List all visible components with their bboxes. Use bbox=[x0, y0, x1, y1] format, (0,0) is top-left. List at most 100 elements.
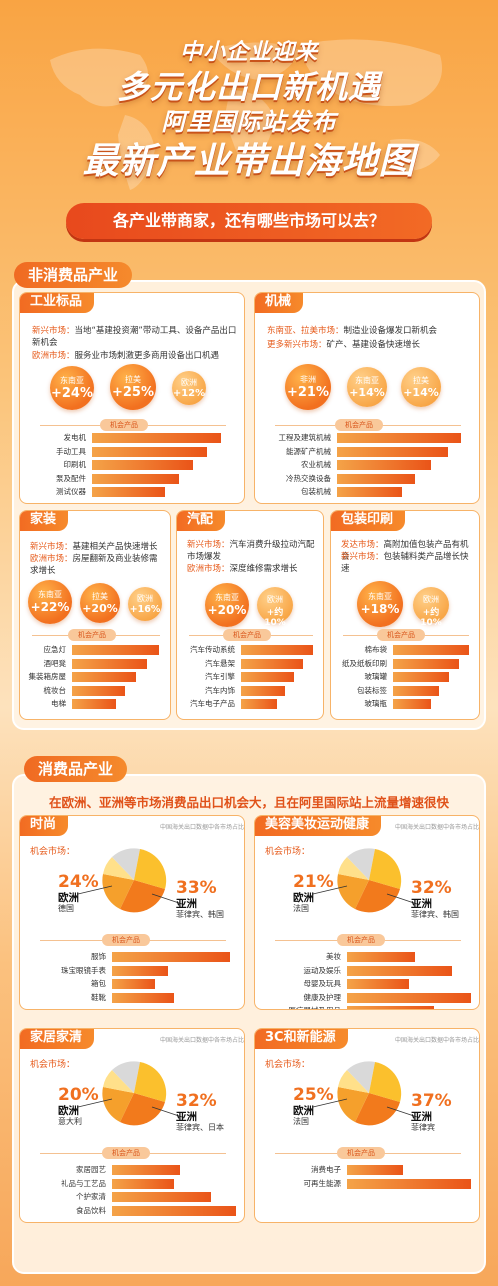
europe-share: 20% bbox=[58, 1085, 99, 1105]
bar-fill bbox=[112, 965, 168, 976]
asia-share: 37% bbox=[411, 1091, 452, 1111]
card-note: 新兴市场：当地“基建投资潮”带动工具、设备产品出口新机会 bbox=[32, 326, 237, 348]
bar-row: 纸及纸板印刷 bbox=[342, 658, 473, 669]
bar-list: 应急灯 酒吧凳 集装箱房屋 梳妆台 电梯 bbox=[29, 645, 164, 715]
section-tag-consumer: 消费品产业 bbox=[24, 756, 128, 782]
bar-row: 电梯 bbox=[51, 699, 164, 709]
growth-bubble: 拉美 +20% bbox=[80, 583, 120, 623]
bar-fill bbox=[112, 1192, 212, 1202]
europe-country: 法国 bbox=[293, 1117, 309, 1126]
bar-fill bbox=[92, 460, 193, 470]
opportunity-tag: 机会产品 bbox=[223, 629, 271, 641]
source-note: 中国海关出口数据中各市场占比 bbox=[395, 1037, 480, 1044]
bar-list: 服饰 珠宝眼镜手表 箱包 鞋靴 bbox=[61, 952, 236, 1008]
bar-label: 手动工具 bbox=[56, 446, 86, 456]
bar-row: 手动工具 bbox=[56, 446, 232, 457]
hero-line-2: 多元化出口新机遇 bbox=[116, 68, 381, 106]
bar-row: 运动及娱乐 bbox=[304, 965, 471, 976]
card-title: 3C和新能源 bbox=[255, 1029, 348, 1049]
bar-row: 食品饮料 bbox=[76, 1205, 236, 1216]
card-auto-parts: 汽配 新兴市场：汽车消费升级拉动汽配市场爆发 欧洲市场：深度维修需求增长 东南亚… bbox=[176, 510, 324, 720]
bar-fill bbox=[347, 992, 471, 1003]
bar-list: 消费电子 可再生能源 bbox=[304, 1165, 471, 1221]
hero-line-4: 最新产业带出海地图 bbox=[82, 141, 416, 182]
asia-share: 33% bbox=[176, 878, 217, 898]
card-note: 新兴市场：基建相关产品快速增长 bbox=[30, 542, 158, 552]
bar-fill bbox=[347, 1165, 403, 1175]
bar-row: 汽车内饰 bbox=[205, 685, 317, 696]
bar-label: 家居园艺 bbox=[76, 1165, 106, 1174]
hero-banner: 中小企业迎来 多元化出口新机遇 阿里国际站发布 最新产业带出海地图 各产业带商家… bbox=[0, 0, 498, 250]
europe-share: 21% bbox=[293, 872, 334, 892]
card-title: 家装 bbox=[20, 511, 69, 531]
bar-list: 棉布袋 纸及纸板印刷 玻璃罐 包装标签 玻璃瓶 bbox=[342, 645, 473, 715]
world-map-graphic bbox=[50, 39, 442, 190]
bar-fill bbox=[241, 699, 278, 709]
pie-slice-asia bbox=[120, 1093, 165, 1126]
bar-row: 集装箱房屋 bbox=[29, 672, 164, 682]
bar-row: 箱包 bbox=[91, 979, 236, 989]
asia-country: 菲律宾、韩国 bbox=[411, 910, 459, 919]
card-note: 东南亚、拉美市场：制造业设备爆发口新机会 bbox=[267, 326, 438, 336]
bar-list: 美妆运动及娱乐母婴及玩具健康及护理医疗器械及用品 bbox=[289, 952, 471, 1009]
bar-row: 汽车悬架 bbox=[205, 658, 317, 669]
bar-fill bbox=[72, 658, 148, 669]
bar-fill bbox=[72, 645, 160, 655]
bar-label: 医疗器械及用品 bbox=[289, 1006, 342, 1009]
pie-slice-grey bbox=[347, 1061, 375, 1093]
bar-fill bbox=[112, 992, 174, 1003]
bar-fill bbox=[393, 685, 440, 696]
bar-label: 汽车电子产品 bbox=[190, 699, 235, 708]
bar-fill bbox=[72, 685, 126, 696]
growth-bubble: 欧洲 +约10% bbox=[413, 587, 449, 628]
card-note: 欧洲市场：服务业市场刺激更多商用设备出口机遇 bbox=[32, 351, 220, 361]
bar-label: 汽车内饰 bbox=[205, 685, 235, 695]
pie-slice-yellow bbox=[134, 1062, 167, 1102]
card-note: 更多新兴市场：矿产、基建设备快速增长 bbox=[267, 340, 421, 350]
europe-label: 欧洲 bbox=[58, 1105, 79, 1117]
bar-row: 玻璃瓶 bbox=[365, 699, 473, 709]
market-pie-chart bbox=[102, 1061, 167, 1126]
section-tag-non-consumer: 非消费品产业 bbox=[14, 262, 133, 288]
pie-slice-asia bbox=[355, 880, 400, 913]
bar-list: 发电机 手动工具 印刷机 泵及配件 测试仪器 bbox=[56, 433, 232, 503]
card-title: 包装印刷 bbox=[331, 511, 406, 531]
bar-row: 工程及建筑机械 bbox=[279, 433, 467, 443]
bar-fill bbox=[347, 965, 453, 976]
opportunity-tag: 机会产品 bbox=[377, 629, 425, 641]
bar-fill bbox=[112, 952, 230, 962]
pie-slice-grey bbox=[112, 848, 140, 880]
bar-fill bbox=[72, 699, 117, 709]
growth-bubble: 非洲 +21% bbox=[285, 364, 331, 410]
hero-line-1: 中小企业迎来 bbox=[179, 40, 318, 65]
bar-label: 测试仪器 bbox=[56, 487, 86, 496]
card-title: 美容美妆运动健康 bbox=[255, 816, 382, 836]
asia-country: 菲律宾、日本 bbox=[176, 1123, 224, 1132]
bar-label: 个护家清 bbox=[76, 1192, 106, 1201]
bar-label: 梳妆台 bbox=[43, 685, 67, 695]
bar-row: 农业机械 bbox=[301, 460, 467, 470]
bar-label: 棉布袋 bbox=[364, 645, 388, 654]
bar-fill bbox=[112, 1165, 181, 1175]
bar-row: 汽车传动系统 bbox=[190, 645, 317, 655]
bar-label: 箱包 bbox=[91, 979, 106, 988]
bar-list: 家居园艺礼品与工艺品个护家清食品饮料 bbox=[61, 1165, 236, 1221]
bar-label: 发电机 bbox=[63, 433, 87, 442]
bar-row: 母婴及玩具 bbox=[304, 979, 471, 989]
bar-fill bbox=[241, 672, 295, 682]
bar-fill bbox=[112, 1178, 174, 1189]
bar-label: 汽车传动系统 bbox=[190, 645, 235, 654]
opportunity-tag: 机会产品 bbox=[102, 1147, 150, 1159]
bar-fill bbox=[241, 645, 314, 655]
bar-label: 包装机械 bbox=[301, 487, 331, 496]
bar-fill bbox=[92, 487, 165, 497]
bar-row: 发电机 bbox=[64, 433, 232, 443]
bar-row: 礼品与工艺品 bbox=[61, 1178, 236, 1189]
bar-label: 应急灯 bbox=[43, 645, 67, 654]
bar-row: 服饰 bbox=[91, 952, 236, 962]
bar-fill bbox=[337, 487, 402, 497]
bar-label: 美妆 bbox=[326, 952, 341, 961]
europe-country: 意大利 bbox=[58, 1117, 82, 1126]
europe-label: 欧洲 bbox=[58, 892, 79, 904]
consumer-subheading: 在欧洲、亚洲等市场消费品出口机会大，且在阿里国际站上流量增速很快 bbox=[48, 795, 449, 810]
